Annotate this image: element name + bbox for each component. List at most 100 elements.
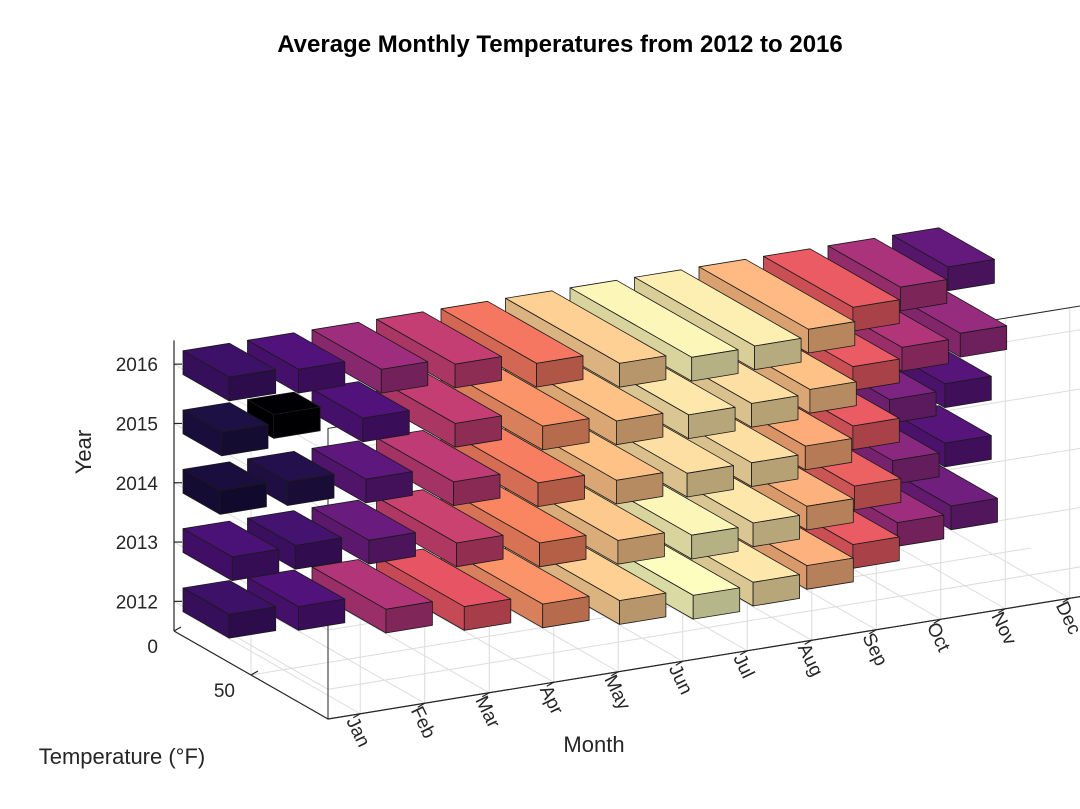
tick-mark [546, 681, 555, 687]
bar-face-end [536, 355, 584, 388]
tick-mark [1062, 597, 1071, 603]
bar-face-end [901, 339, 949, 372]
tick-mark [675, 660, 684, 666]
y-tick-label: 2014 [116, 474, 159, 495]
bar-face-end [616, 472, 664, 505]
bar-May-2014 [440, 419, 585, 508]
bar-face-end [691, 349, 739, 382]
tick-mark [868, 629, 877, 635]
bar-Jun-2016 [505, 290, 667, 388]
bar-face-end [539, 535, 587, 568]
axis-line [327, 595, 1080, 720]
tick-mark [804, 639, 813, 645]
bar-Apr-2013 [376, 489, 504, 568]
bar-face-end [852, 299, 900, 332]
bar-face-end [688, 406, 736, 440]
bar-face-end [287, 473, 335, 506]
chart-title: Average Monthly Temperatures from 2012 t… [277, 31, 843, 58]
bar-face-end [228, 369, 277, 402]
bar-face-end [892, 452, 940, 485]
bar-face-end [294, 537, 343, 570]
bar-face-end [686, 465, 734, 498]
x-tick-label: Jan [342, 714, 374, 751]
x-tick-label: Dec [1051, 598, 1080, 638]
bar-Mar-2014 [311, 440, 413, 504]
x-tick-label: Oct [922, 619, 954, 655]
bar-May-2016 [440, 300, 584, 388]
bar-face-end [542, 418, 590, 451]
bar-face-end [228, 606, 277, 639]
z-tick-label: 50 [214, 681, 235, 702]
tick-mark [417, 702, 426, 708]
y-tick-label: 2013 [116, 533, 158, 554]
tick-mark [481, 692, 490, 698]
bar-Jan-2016 [182, 342, 277, 402]
tick-mark [739, 650, 748, 656]
bar-face-end [808, 321, 856, 354]
bar-face-end [368, 532, 416, 565]
bar-face-end [950, 497, 998, 531]
tick-mark [610, 671, 619, 677]
bar-face-end [537, 474, 585, 508]
tick-mark [352, 713, 361, 719]
bar-face-end [806, 498, 854, 531]
bar-face-end [273, 406, 321, 439]
x-tick-label: Jul [729, 651, 759, 682]
x-tick-label: Jun [664, 661, 696, 698]
y-tick-label: 2015 [116, 415, 158, 436]
x-tick-label: Sep [858, 630, 892, 670]
bar-face-end [809, 381, 857, 414]
x-tick-label: May [600, 672, 635, 714]
x-tick-label: Mar [471, 693, 505, 732]
bar-Feb-2012 [247, 569, 346, 631]
bar-face-end [616, 412, 664, 446]
bar-face-end [959, 325, 1008, 358]
bar-face-end [454, 415, 502, 448]
bar-face-end [454, 356, 502, 389]
x-tick-label: Apr [535, 682, 567, 718]
bar-face-end [297, 598, 346, 631]
y-tick-label: 2012 [116, 592, 158, 613]
bar-Apr-2016 [376, 311, 502, 389]
tick-mark [997, 608, 1006, 614]
bar-Feb-2014 [247, 450, 335, 506]
bar-Dec-2016 [892, 227, 995, 292]
bar-face-end [752, 515, 800, 548]
bar-face-end [453, 473, 501, 507]
bar-face-end [806, 557, 854, 590]
bar-face-end [456, 535, 504, 568]
x-tick-label: Nov [987, 609, 1021, 649]
tick-mark [933, 618, 942, 624]
x-axis-label: Month [563, 732, 624, 757]
bar-face-end [752, 574, 800, 607]
bar-face-end [380, 361, 429, 394]
y-axis-label: Year [71, 430, 96, 474]
bar-Mar-2015 [311, 381, 410, 443]
bar-face-end [751, 395, 799, 428]
tick-mark [250, 670, 259, 676]
bar-Jan-2012 [182, 580, 277, 639]
bar-face-end [854, 478, 902, 511]
bar-face-end [231, 548, 280, 581]
bar-face-end [751, 454, 799, 487]
bar-Mar-2016 [311, 321, 429, 394]
bar-Apr-2014 [376, 429, 501, 507]
bar-face-end [692, 587, 741, 620]
bar-face-end [365, 471, 413, 504]
bar-Jan-2013 [182, 520, 280, 581]
bar-face-end [297, 361, 346, 394]
bar-Mar-2013 [311, 499, 416, 565]
bar-face-end [900, 279, 948, 312]
x-tick-label: Feb [406, 703, 439, 742]
z-tick-label: 0 [147, 637, 158, 658]
grid-line [327, 566, 1080, 690]
bar-face-end [947, 258, 995, 292]
y-tick-label: 2016 [116, 355, 158, 376]
bar-face-end [221, 424, 269, 457]
bar-Jan-2014 [182, 461, 267, 515]
bar-Mar-2012 [311, 559, 433, 634]
z-axis-label: Temperature (°F) [39, 744, 206, 769]
bar-face-end [463, 598, 512, 631]
bar-face-end [754, 337, 802, 371]
